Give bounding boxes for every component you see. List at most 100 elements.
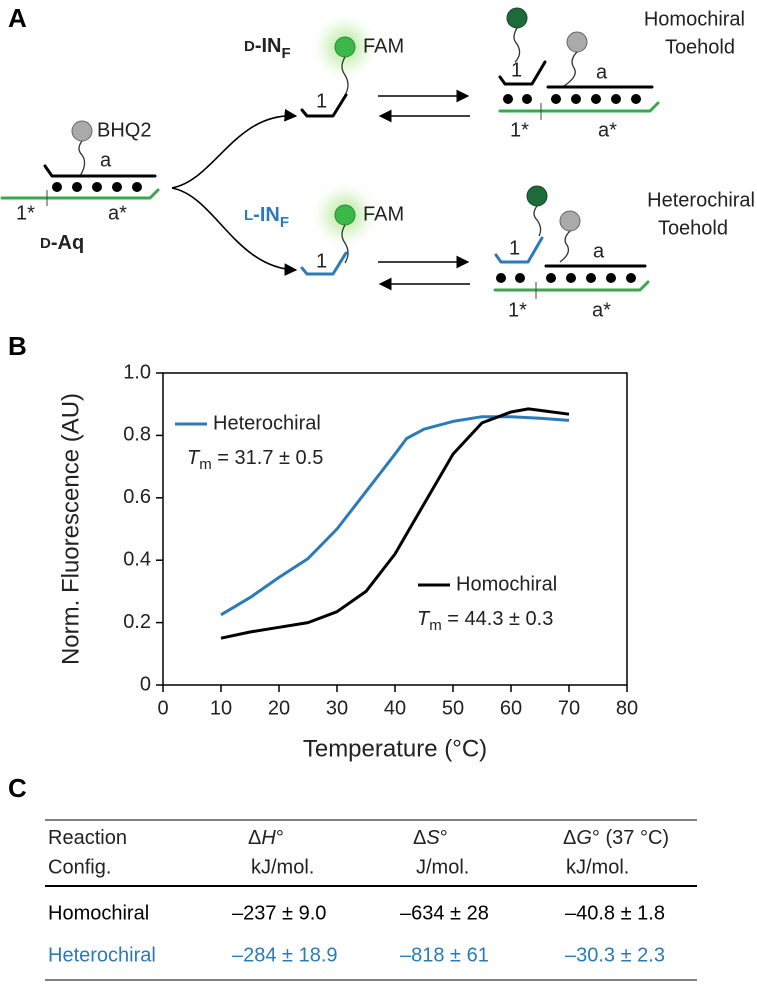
x-tick-label: 20 xyxy=(268,697,290,719)
base-pair xyxy=(566,273,576,283)
prefix: D xyxy=(40,235,51,252)
base-pair xyxy=(72,182,82,192)
fluorophore xyxy=(334,204,356,226)
label: D-INF xyxy=(244,35,291,62)
table-cell: –634 ± 28 xyxy=(400,902,489,924)
x-tick-label: 50 xyxy=(442,697,464,719)
strand xyxy=(494,236,544,264)
d-in-strand: 1 FAM D-INF xyxy=(244,14,404,118)
header-part: ° xyxy=(276,827,284,849)
quencher xyxy=(71,120,93,142)
d-aq-complex: BHQ2 a 1* a* D-Aq xyxy=(0,119,160,254)
arrow xyxy=(171,187,298,277)
linker xyxy=(559,230,571,263)
header-unit: Config. xyxy=(48,856,111,878)
homochiral-complex: 1 a 1* a* Homochiral Toehold xyxy=(498,7,745,141)
base-pair xyxy=(571,94,581,104)
header-part: ° xyxy=(440,827,448,849)
base-pair xyxy=(611,94,621,104)
fluorophore xyxy=(506,7,528,29)
name: -IN xyxy=(253,204,280,226)
base-pair xyxy=(586,273,596,283)
table-cell: Homochiral xyxy=(48,902,149,924)
label: a* xyxy=(592,299,611,321)
base-pair xyxy=(546,273,556,283)
y-tick-label: 0.8 xyxy=(123,424,151,446)
subscript: F xyxy=(282,45,291,62)
base-pair xyxy=(503,94,513,104)
quencher xyxy=(566,31,588,53)
tm-value: = 44.3 ± 0.3 xyxy=(442,608,554,630)
legend-label: Homochiral xyxy=(456,573,557,595)
tm-annotation: Tm = 44.3 ± 0.3 xyxy=(417,608,553,634)
header-part: S xyxy=(426,827,440,849)
fluorophore xyxy=(526,185,548,207)
base-pair xyxy=(522,94,532,104)
table-cell: –284 ± 18.9 xyxy=(232,944,338,966)
base-pair xyxy=(132,182,142,192)
x-tick-label: 40 xyxy=(384,697,406,719)
label: Toehold xyxy=(658,217,728,239)
tm-symbol: T xyxy=(417,608,431,630)
line xyxy=(220,407,570,640)
table-cell: –818 ± 61 xyxy=(400,944,489,966)
linker xyxy=(341,224,349,264)
label: a xyxy=(100,149,112,171)
strand xyxy=(43,164,157,178)
header-part: H xyxy=(261,827,276,849)
label: FAM xyxy=(363,35,404,57)
header-part: G xyxy=(576,827,592,849)
x-tick-label: 60 xyxy=(500,697,522,719)
l-in-strand: 1 FAM L-INF xyxy=(244,182,404,276)
label: 1 xyxy=(316,250,327,272)
label: a* xyxy=(598,119,617,141)
label: 1 xyxy=(511,59,522,81)
base-pair xyxy=(112,182,122,192)
panel-label: C xyxy=(8,773,27,803)
linker xyxy=(78,140,86,177)
header-unit: kJ/mol. xyxy=(566,856,629,878)
base-pair xyxy=(626,273,636,283)
header-part: Δ xyxy=(248,827,261,849)
label: 1* xyxy=(510,119,529,141)
label: Toehold xyxy=(665,36,735,58)
prefix: D xyxy=(244,38,255,55)
strand xyxy=(498,60,547,86)
label: Heterochiral xyxy=(647,189,755,211)
base-pair xyxy=(496,273,506,283)
base-pair xyxy=(52,182,62,192)
label: FAM xyxy=(363,203,404,225)
heterochiral-complex: 1 a 1* a* Heterochiral Toehold xyxy=(493,185,755,321)
chart: Temperature (°C) Norm. Fluorescence (AU)… xyxy=(57,361,638,762)
strand xyxy=(300,93,348,118)
y-tick-label: 0.6 xyxy=(123,486,151,508)
header-part: Δ xyxy=(563,827,576,849)
label: L-INF xyxy=(244,204,289,231)
strand xyxy=(493,280,650,292)
base-pair xyxy=(92,182,102,192)
y-tick-label: 0 xyxy=(140,673,151,695)
table-cell: –30.3 ± 2.3 xyxy=(565,944,665,966)
base-pair xyxy=(591,94,601,104)
x-tick-label: 70 xyxy=(558,697,580,719)
header-unit: J/mol. xyxy=(416,856,469,878)
header-cell: ΔG° (37 °C) xyxy=(563,827,669,849)
strand xyxy=(0,188,160,200)
line xyxy=(220,415,570,617)
table-cell: –40.8 ± 1.8 xyxy=(565,902,665,924)
x-axis-label: Temperature (°C) xyxy=(303,735,487,762)
y-axis-label: Norm. Fluorescence (AU) xyxy=(57,393,84,665)
header-unit: kJ/mol. xyxy=(251,856,314,878)
tm-subscript: m xyxy=(199,456,212,473)
tm-annotation: Tm = 31.7 ± 0.5 xyxy=(187,447,323,473)
base-pair xyxy=(631,94,641,104)
linker xyxy=(513,27,521,63)
linker xyxy=(563,51,578,87)
label: 1* xyxy=(16,202,35,224)
label: 1 xyxy=(316,90,327,112)
y-tick-label: 0.4 xyxy=(123,548,151,570)
x-tick-label: 10 xyxy=(210,697,232,719)
y-tick-label: 1.0 xyxy=(123,361,151,383)
